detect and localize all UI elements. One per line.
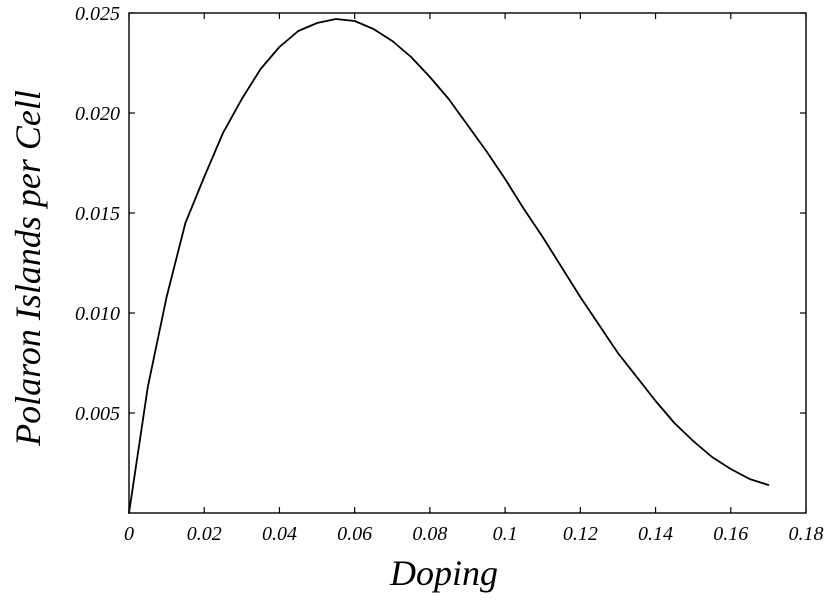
- y-tick-label: 0.010: [75, 303, 120, 325]
- x-axis-ticks: 0 0.02 0.04 0.06 0.08 0.1 0.12 0.14 0.16 0.18: [124, 13, 824, 545]
- y-tick-label: 0.005: [75, 403, 120, 425]
- x-axis-title: Doping: [389, 553, 498, 593]
- series-line: [128, 18, 770, 514]
- x-tick-label: 0.06: [337, 523, 372, 545]
- y-tick-label: 0.015: [75, 203, 120, 225]
- y-tick-label: 0.020: [75, 103, 120, 125]
- x-tick-label: 0.12: [563, 523, 598, 545]
- x-tick-label: 0.16: [713, 523, 748, 545]
- x-tick-label: 0.02: [187, 523, 222, 545]
- y-tick-label: 0.025: [75, 3, 120, 25]
- series-layer: [128, 18, 770, 514]
- x-tick-label: 0.18: [789, 523, 824, 545]
- y-axis-ticks: 0.005 0.010 0.015 0.020 0.025: [75, 3, 806, 425]
- x-tick-label: 0.14: [638, 523, 673, 545]
- plot-frame: [128, 12, 807, 514]
- x-tick-label: 0.04: [262, 523, 297, 545]
- y-axis-title: Polaron Islands per Cell: [8, 90, 48, 447]
- x-tick-label: 0.08: [412, 523, 447, 545]
- x-tick-label: 0: [124, 523, 134, 545]
- x-tick-label: 0.1: [493, 523, 518, 545]
